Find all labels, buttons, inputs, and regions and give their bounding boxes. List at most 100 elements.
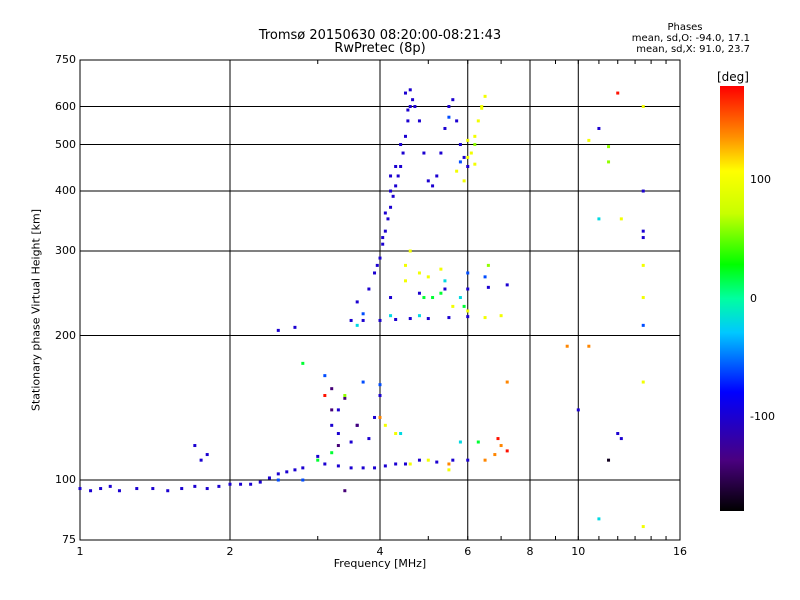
data-point xyxy=(199,458,203,462)
data-point xyxy=(394,462,398,466)
data-point xyxy=(476,119,480,123)
data-point xyxy=(394,432,398,436)
data-point xyxy=(597,217,601,221)
data-point xyxy=(406,108,410,112)
data-point xyxy=(276,328,280,332)
data-point xyxy=(443,126,447,130)
data-point xyxy=(439,291,443,295)
data-point xyxy=(435,460,439,464)
data-point xyxy=(367,287,371,291)
data-point xyxy=(469,151,473,155)
x-tick-label: 8 xyxy=(526,545,534,558)
data-point xyxy=(301,478,305,482)
x-tick-label: 4 xyxy=(376,545,384,558)
data-point xyxy=(378,318,382,322)
data-point xyxy=(99,487,103,491)
data-point xyxy=(399,143,403,147)
colorbar xyxy=(720,86,744,511)
data-point xyxy=(451,458,455,462)
data-point xyxy=(447,316,451,320)
data-point xyxy=(641,525,645,529)
data-point xyxy=(443,287,447,291)
data-point xyxy=(451,304,455,308)
data-point xyxy=(641,263,645,267)
data-point xyxy=(258,480,262,484)
data-point xyxy=(466,155,470,159)
data-point xyxy=(616,91,620,95)
data-point xyxy=(408,249,412,253)
data-point xyxy=(367,437,371,441)
data-point xyxy=(565,344,569,348)
data-point xyxy=(439,151,443,155)
data-point xyxy=(406,119,410,123)
data-point xyxy=(443,279,447,283)
data-point xyxy=(249,482,253,486)
x-tick-label: 1 xyxy=(76,545,84,558)
data-point xyxy=(381,242,385,246)
data-point xyxy=(619,437,623,441)
data-point xyxy=(403,462,407,466)
data-point xyxy=(587,138,591,142)
data-point xyxy=(455,169,459,173)
data-point xyxy=(330,387,334,391)
data-point xyxy=(597,126,601,130)
data-point xyxy=(383,229,387,233)
data-point xyxy=(462,179,466,183)
data-point xyxy=(378,394,382,398)
data-point xyxy=(403,279,407,283)
data-point xyxy=(316,454,320,458)
data-point xyxy=(323,374,327,378)
colorbar-tick-label: 0 xyxy=(750,291,757,305)
data-point xyxy=(383,464,387,468)
data-point xyxy=(641,323,645,327)
data-point xyxy=(473,134,477,138)
data-point xyxy=(426,179,430,183)
data-point xyxy=(607,160,611,164)
x-axis-label: Frequency [MHz] xyxy=(333,557,427,570)
data-point xyxy=(323,394,327,398)
data-point xyxy=(349,440,353,444)
data-point xyxy=(343,489,347,493)
y-tick-label: 75 xyxy=(62,533,76,546)
data-point xyxy=(78,487,82,491)
data-point xyxy=(616,432,620,436)
chart-title: Tromsø 20150630 08:20:00-08:21:43 xyxy=(258,28,502,43)
phase-stats-header: Phases xyxy=(667,22,703,33)
data-point xyxy=(239,482,243,486)
data-point xyxy=(378,256,382,260)
data-point xyxy=(399,432,403,436)
data-point xyxy=(378,383,382,387)
y-tick-label: 600 xyxy=(55,99,76,113)
data-point xyxy=(361,318,365,322)
data-point xyxy=(641,296,645,300)
y-tick-label: 500 xyxy=(55,137,76,151)
data-point xyxy=(316,458,320,462)
data-point xyxy=(381,236,385,240)
data-point xyxy=(166,489,170,493)
data-point xyxy=(373,271,377,275)
data-point xyxy=(383,423,387,427)
data-point xyxy=(447,105,451,109)
data-point xyxy=(641,189,645,193)
data-point xyxy=(336,444,340,448)
data-point xyxy=(389,314,393,318)
data-point xyxy=(361,380,365,384)
data-point xyxy=(486,263,490,267)
data-point xyxy=(426,458,430,462)
data-point xyxy=(323,462,327,466)
data-point xyxy=(349,466,353,470)
data-point xyxy=(439,267,443,271)
data-point xyxy=(336,432,340,436)
data-point xyxy=(458,440,462,444)
data-point xyxy=(422,151,426,155)
data-point xyxy=(417,271,421,275)
data-point xyxy=(493,453,497,457)
data-point xyxy=(451,98,455,102)
data-point xyxy=(389,205,393,209)
data-point xyxy=(343,396,347,400)
data-point xyxy=(641,229,645,233)
data-point xyxy=(401,151,405,155)
x-tick-label: 10 xyxy=(571,545,586,558)
data-point xyxy=(417,291,421,295)
x-tick-label: 6 xyxy=(464,545,472,558)
